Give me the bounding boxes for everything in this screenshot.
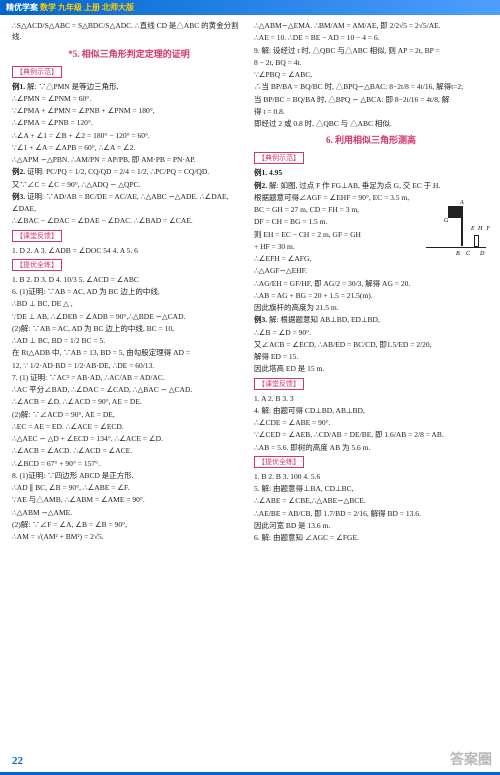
content-area: ∴S△ACD/S△ABC = S△BDC/S△ADC. ∴直线 CD 是△ABC… (0, 15, 500, 548)
p6-7: 12, ∵ 1/2·AD·BD = 1/2·AB·DE, ∴DE = 60/13… (12, 360, 246, 371)
p7-3: ∴∠ACB = ∠D. ∴∠ACD = 90°, AE = DE. (12, 396, 246, 407)
p6-5: ∴AD ⊥ BC, BD = 1/2 BC = 5. (12, 335, 246, 346)
r-p5-3: ∴AE/BE = AB/CB, 即 1.7/BD = 2/16, 解得 BD =… (254, 508, 488, 519)
p8-6: ∴AM = √(AM² + BM²) = 2√5. (12, 531, 246, 542)
p9-2: 8 − 2t, BQ = 4t. (254, 57, 488, 68)
ex1-l4: ∴∠PMA = ∠PNB = 120°. (12, 117, 246, 128)
r-ex3-l4: 解得 ED = 15. (254, 351, 488, 362)
ex3-label: 例3. (12, 192, 25, 201)
r-ex2-l1: 解: 如图, 过点 F 作 FG⊥AB, 垂足为点 G, 交 EC 于 H. (269, 181, 440, 190)
intro-text: ∴S△ACD/S△ABC = S△BDC/S△ADC. ∴直线 CD 是△ABC… (12, 20, 246, 43)
p8-2: ∴AD ∥ BC, ∠B = 90°, ∴∠ABE = ∠F. (12, 482, 246, 493)
r-feedback-box: 【课堂反馈】 (254, 378, 304, 390)
watermark: 答案圈 (450, 749, 492, 769)
p7-6: ∴△AEC ∽ △D + ∠ECD = 134°. ∴∠ACE = ∠D. (12, 433, 246, 444)
ex1-l5: ∴∠A + ∠1 = ∠B + ∠2 = 180° − 120° = 60°. (12, 130, 246, 141)
r-ex3-label: 例3. (254, 315, 267, 324)
p7-5: ∴EC = AE = ED. ∴∠ACE = ∠ECD. (12, 421, 246, 432)
p9-6: 得 t = 0.8. (254, 106, 488, 117)
section-6-title: 6. 利用相似三角形测高 (254, 133, 488, 146)
ex3-l2: ∠DAE, (12, 203, 246, 214)
ex2-label: 例2. (12, 167, 25, 176)
r-example-box: 【典例示范】 (254, 152, 304, 164)
p9-3: ∵∠PBQ = ∠ABC, (254, 69, 488, 80)
p9-7: 即经过 2 或 0.8 时, △QBC 与 △ABC 相似. (254, 118, 488, 129)
p8-5: (2)解: ∵∠F = ∠A, ∠B = ∠B = 90°, (12, 519, 246, 530)
p9-4: ∴当 BP/BA = BQ/BC 时, △BPQ∽△BAC: 8−2t/8 = … (254, 81, 488, 92)
r-ex1: 例1. 4.95 (254, 168, 282, 177)
section-5-title: *5. 相似三角形判定定理的证明 (12, 47, 246, 60)
r-ex3-l1: 解: 根据题意知 AB⊥BD, ED⊥BD, (269, 315, 380, 324)
p8-3: ∵AE 与△AMB, ∴∠ABM = ∠AME = 90°. (12, 494, 246, 505)
r-ex3-l3: 又∠ACB = ∠ECD, ∴AB/ED = BC/CD, 即1.5/ED = … (254, 339, 488, 350)
r-p5-2: ∴∠ABE = ∠CBE,∴△ABE∽△BCE. (254, 495, 488, 506)
r-ex2-l2: 根据题意可得∠AGF = ∠EHF = 90°, EC = 3.5 m, (254, 192, 488, 203)
r-practice-box: 【提优全练】 (254, 456, 304, 468)
p6-6: 在 Rt△ADB 中, ∵AB = 13, BD = 5, 由勾股定理得 AD … (12, 347, 246, 358)
r-fb-p4-2: ∴∠CDE = ∠ABE = 90°. (254, 417, 488, 428)
p8-1: 8. (1)证明: ∵四边形 ABCD 是正方形, (12, 470, 246, 481)
p9-5: 当 BP/BC = BQ/BA 时, △BPQ ∽ △BCA: 即 8−2t/1… (254, 94, 488, 105)
r-p6: 6. 解: 由题意知 ∠AGC = ∠FGE. (254, 532, 488, 543)
r-fb-p4-3: ∵∠CED = ∠AEB, ∴CD/AB = DE/BE, 即 1.6/AB =… (254, 429, 488, 440)
r-p5-1: 5. 解: 由题意得⊥BA, CD⊥BC, (254, 483, 488, 494)
ex1-l7: ∴△APM ∽△PBN. ∴AM/PN = AP/PB, 即 AM·PB = P… (12, 154, 246, 165)
ex3-l1: 证明: ∵AD/AB = BC/DE = AC/AE, ∴△ABC ∽△ADE.… (27, 192, 229, 201)
brand: 精优学案 (6, 3, 38, 12)
r-ex2-l9: ∴AG/EH = GF/HF, 即 AG/2 = 30/3, 解得 AG = 2… (254, 278, 488, 289)
p6-4: (2)解: ∵AB = AC, AD 为 BC 边上的中线, BC = 10, (12, 323, 246, 334)
p6-1: 6. (1)证明: ∵AB = AC, AD 为 BC 边上的中线, (12, 286, 246, 297)
page-header: 精优学案 数学 九年级 上册 北师大版 (0, 0, 500, 15)
ex2-l2: 又∵∠C = ∠C = 90°, ∴△ADQ ∽ △QPC. (12, 179, 246, 190)
ex1-l2: ∴∠PMN = ∠PNM = 60°. (12, 93, 246, 104)
p9-1: 9. 解: 设经过 t 时, △QBC 与△ABC 相似, 则 AP = 2t,… (254, 45, 488, 56)
subject: 数学 九年级 上册 北师大版 (40, 3, 134, 12)
p8-4: ∴△ABM ∽△AME. (12, 507, 246, 518)
p6-2: ∴BD ⊥ BC, DE △ , (12, 298, 246, 309)
page-number: 22 (12, 755, 23, 767)
left-column: ∴S△ACD/S△ABC = S△BDC/S△ADC. ∴直线 CD 是△ABC… (8, 19, 250, 544)
pr-row1: 1. B 2. D 3. D 4. 10/3 5. ∠ACD = ∠ABC (12, 274, 246, 285)
r-fb-p4-1: 4. 解: 由题可得 CD⊥BD, AB⊥BD, (254, 405, 488, 416)
right-column: ∴△ABM∽△EMA. ∴BM/AM = AM/AE, 即 2/2√5 = 2√… (250, 19, 492, 544)
r-fb-row: 1. A 2. B 3. 3 (254, 393, 488, 404)
p7-4: (2)解: ∵∠ACD = 90°, AE = DE, (12, 409, 246, 420)
r-ex3-l5: 因此塔高 ED 是 15 m. (254, 363, 488, 374)
ex1-l1: 解: ∵△PMN 是等边三角形, (27, 82, 118, 91)
rt-l2: ∴AE = 10. ∴DE = BE − AD = 10 − 4 = 6. (254, 32, 488, 43)
r-pr-row: 1. B 2. B 3. 100 4. 5.6 (254, 471, 488, 482)
ex1-l6: ∵∠1 + ∠A = ∠APB = 60°, ∴∠A = ∠2. (12, 142, 246, 153)
r-p5-4: 因此河宽 BD 是 13.6 m. (254, 520, 488, 531)
p7-2: ∴AC 平分∠BAD, ∴∠DAC = ∠CAD, ∴△BAC ∽ △CAD. (12, 384, 246, 395)
r-ex3-l2: ∴∠B = ∠D = 90°. (254, 327, 488, 338)
p7-7: ∴∠ACB = ∠ACD. ∴∠ACD = ∠ACE. (12, 445, 246, 456)
ex1-l3: ∵∠PMA + ∠PMN = ∠PNB + ∠PNM = 180°, (12, 105, 246, 116)
ex1-label: 例1. (12, 82, 25, 91)
r-fb-p4-4: ∴AB = 5.6. 即树的高度 AB 为 5.6 m. (254, 442, 488, 453)
p7-8: ∴∠BCD = 67° + 90° = 157°. (12, 458, 246, 469)
rt-l1: ∴△ABM∽△EMA. ∴BM/AM = AM/AE, 即 2/2√5 = 2√… (254, 20, 488, 31)
example-box: 【典例示范】 (12, 66, 62, 78)
p7-1: 7. (1) 证明: ∵AC² = AB·AD, ∴AC/AB = AD/AC. (12, 372, 246, 383)
ex2-l1: 证明: PC/PQ = 1/2, CQ/QD = 2/4 = 1/2, ∴PC/… (27, 167, 209, 176)
r-ex2-label: 例2. (254, 181, 267, 190)
r-ex2-l10: ∴AB = AG + BG = 20 + 1.5 = 21.5(m). (254, 290, 488, 301)
r-ex2-l8: ∴△AGF∽△EHF. (254, 265, 488, 276)
feedback-row: 1. D 2. A 3. ∠ADB = ∠DOC 54 4. A 5. 6 (12, 245, 246, 256)
r-ex2-l11: 因此旗杆的高度为 21.5 m. (254, 302, 488, 313)
p6-3: ∵DE ⊥ AB, ∴∠DEB = ∠ADB = 90°,∴△BDE ∽△CAD… (12, 311, 246, 322)
feedback-box: 【课堂反馈】 (12, 230, 62, 242)
ex3-l3: ∴∠BAC − ∠DAC = ∠DAE − ∠DAC. ∴∠BAD = ∠CAE… (12, 215, 246, 226)
practice-box: 【提优全练】 (12, 259, 62, 271)
